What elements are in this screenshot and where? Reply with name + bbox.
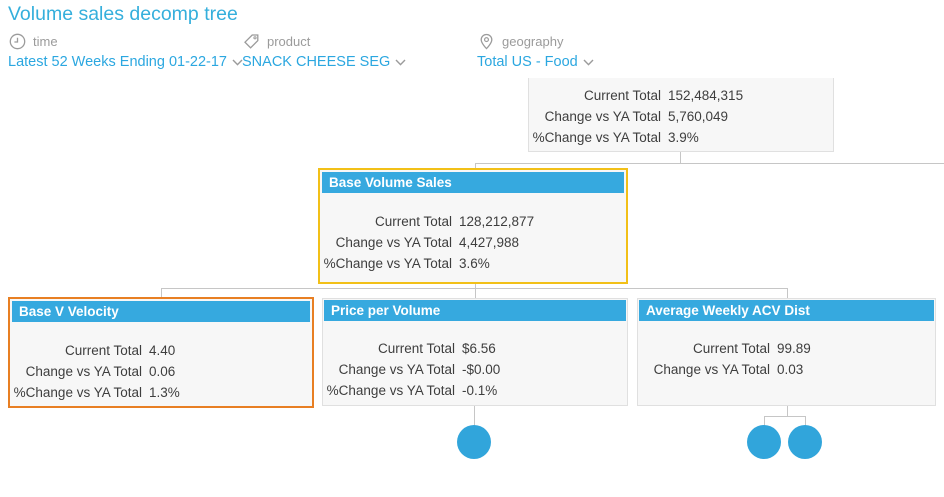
connector-line: [475, 288, 476, 298]
node-header: Base V Velocity: [12, 301, 310, 322]
metric-row: Current Total 128,212,877: [320, 211, 626, 232]
connector-line: [764, 416, 806, 417]
row-label: %Change vs YA Total: [323, 256, 452, 271]
chevron-down-icon: [583, 54, 594, 70]
connector-line: [475, 163, 476, 170]
row-label: Change vs YA Total: [335, 235, 452, 250]
metric-row: Change vs YA Total 0.06: [10, 361, 312, 382]
connector-line: [764, 416, 765, 426]
metric-row: Change vs YA Total 0.03: [638, 359, 935, 380]
row-label: Current Total: [64, 343, 142, 358]
chevron-down-icon: [232, 54, 243, 70]
node-header: Price per Volume: [324, 300, 626, 321]
row-value: -$0.00: [462, 362, 501, 377]
filter-product: product SNACK CHEESE SEG: [242, 32, 406, 70]
row-label: Change vs YA Total: [338, 362, 455, 377]
tag-icon: [242, 32, 260, 50]
filter-geography-label: geography: [502, 33, 564, 49]
row-label: Current Total: [692, 341, 770, 356]
metric-row: Change vs YA Total 5,760,049: [529, 106, 833, 127]
connector-line: [805, 416, 806, 426]
node-header: Base Volume Sales: [322, 172, 624, 193]
connector-line: [787, 406, 788, 416]
filter-product-head: product: [242, 32, 406, 50]
row-label: Change vs YA Total: [544, 109, 661, 124]
time-selector-value: Latest 52 Weeks Ending 01-22-17: [8, 53, 227, 70]
connector-line: [475, 284, 476, 288]
row-label: Current Total: [374, 214, 452, 229]
metric-row: Change vs YA Total -$0.00: [323, 359, 627, 380]
chevron-down-icon: [395, 54, 406, 70]
metric-row: %Change vs YA Total -0.1%: [323, 380, 627, 401]
metric-row: %Change vs YA Total 1.3%: [10, 382, 312, 403]
connector-line: [475, 163, 944, 164]
row-label: %Change vs YA Total: [326, 383, 455, 398]
row-label: Change vs YA Total: [25, 364, 142, 379]
metric-row: Current Total $6.56: [323, 338, 627, 359]
row-value: 3.9%: [668, 130, 699, 145]
metric-row: Current Total 99.89: [638, 338, 935, 359]
filter-time-head: time: [8, 32, 243, 50]
expand-node-circle[interactable]: [788, 425, 822, 459]
metric-row: %Change vs YA Total 3.9%: [529, 127, 833, 148]
connector-line: [787, 288, 788, 298]
row-value: 5,760,049: [668, 109, 729, 124]
row-label: %Change vs YA Total: [532, 130, 661, 145]
decomp-tree-canvas: Current Total 152,484,315 Change vs YA T…: [0, 78, 944, 497]
geography-selector[interactable]: Total US - Food: [477, 53, 594, 70]
row-value: 1.3%: [149, 385, 180, 400]
time-selector[interactable]: Latest 52 Weeks Ending 01-22-17: [8, 53, 243, 70]
connector-line: [680, 152, 681, 163]
connector-line: [161, 288, 162, 298]
node-base-volume-sales[interactable]: Base Volume Sales Current Total 128,212,…: [318, 168, 628, 284]
row-value: $6.56: [462, 341, 496, 356]
filter-product-label: product: [267, 33, 311, 49]
connector-line: [474, 406, 475, 426]
map-pin-icon: [477, 32, 495, 50]
row-value: -0.1%: [462, 383, 498, 398]
row-value: 128,212,877: [459, 214, 535, 229]
row-value: 4.40: [149, 343, 176, 358]
product-selector-value: SNACK CHEESE SEG: [242, 53, 391, 70]
row-value: 0.03: [777, 362, 804, 377]
node-average-weekly-acv-dist[interactable]: Average Weekly ACV Dist Current Total 99…: [637, 298, 936, 406]
node-base-v-velocity[interactable]: Base V Velocity Current Total 4.40 Chang…: [8, 297, 314, 408]
row-value: 4,427,988: [459, 235, 520, 250]
expand-node-circle[interactable]: [457, 425, 491, 459]
expand-node-circle[interactable]: [747, 425, 781, 459]
row-value: 0.06: [149, 364, 176, 379]
metric-row: Current Total 4.40: [10, 340, 312, 361]
node-price-per-volume[interactable]: Price per Volume Current Total $6.56 Cha…: [322, 298, 628, 406]
row-label: Current Total: [377, 341, 455, 356]
filter-geography: geography Total US - Food: [477, 32, 594, 70]
row-value: 152,484,315: [668, 88, 744, 103]
page-title: Volume sales decomp tree: [8, 3, 238, 25]
metric-row: %Change vs YA Total 3.6%: [320, 253, 626, 274]
metric-row: Change vs YA Total 4,427,988: [320, 232, 626, 253]
row-label: %Change vs YA Total: [13, 385, 142, 400]
clock-icon: [8, 32, 26, 50]
filter-geography-head: geography: [477, 32, 594, 50]
node-root-total[interactable]: Current Total 152,484,315 Change vs YA T…: [528, 78, 834, 152]
row-label: Change vs YA Total: [653, 362, 770, 377]
product-selector[interactable]: SNACK CHEESE SEG: [242, 53, 406, 70]
row-value: 3.6%: [459, 256, 490, 271]
node-header: Average Weekly ACV Dist: [639, 300, 934, 321]
geography-selector-value: Total US - Food: [477, 53, 578, 70]
filter-time-label: time: [33, 33, 58, 49]
connector-line: [161, 288, 788, 289]
metric-row: Current Total 152,484,315: [529, 85, 833, 106]
row-label: Current Total: [583, 88, 661, 103]
row-value: 99.89: [777, 341, 811, 356]
filter-time: time Latest 52 Weeks Ending 01-22-17: [8, 32, 243, 70]
